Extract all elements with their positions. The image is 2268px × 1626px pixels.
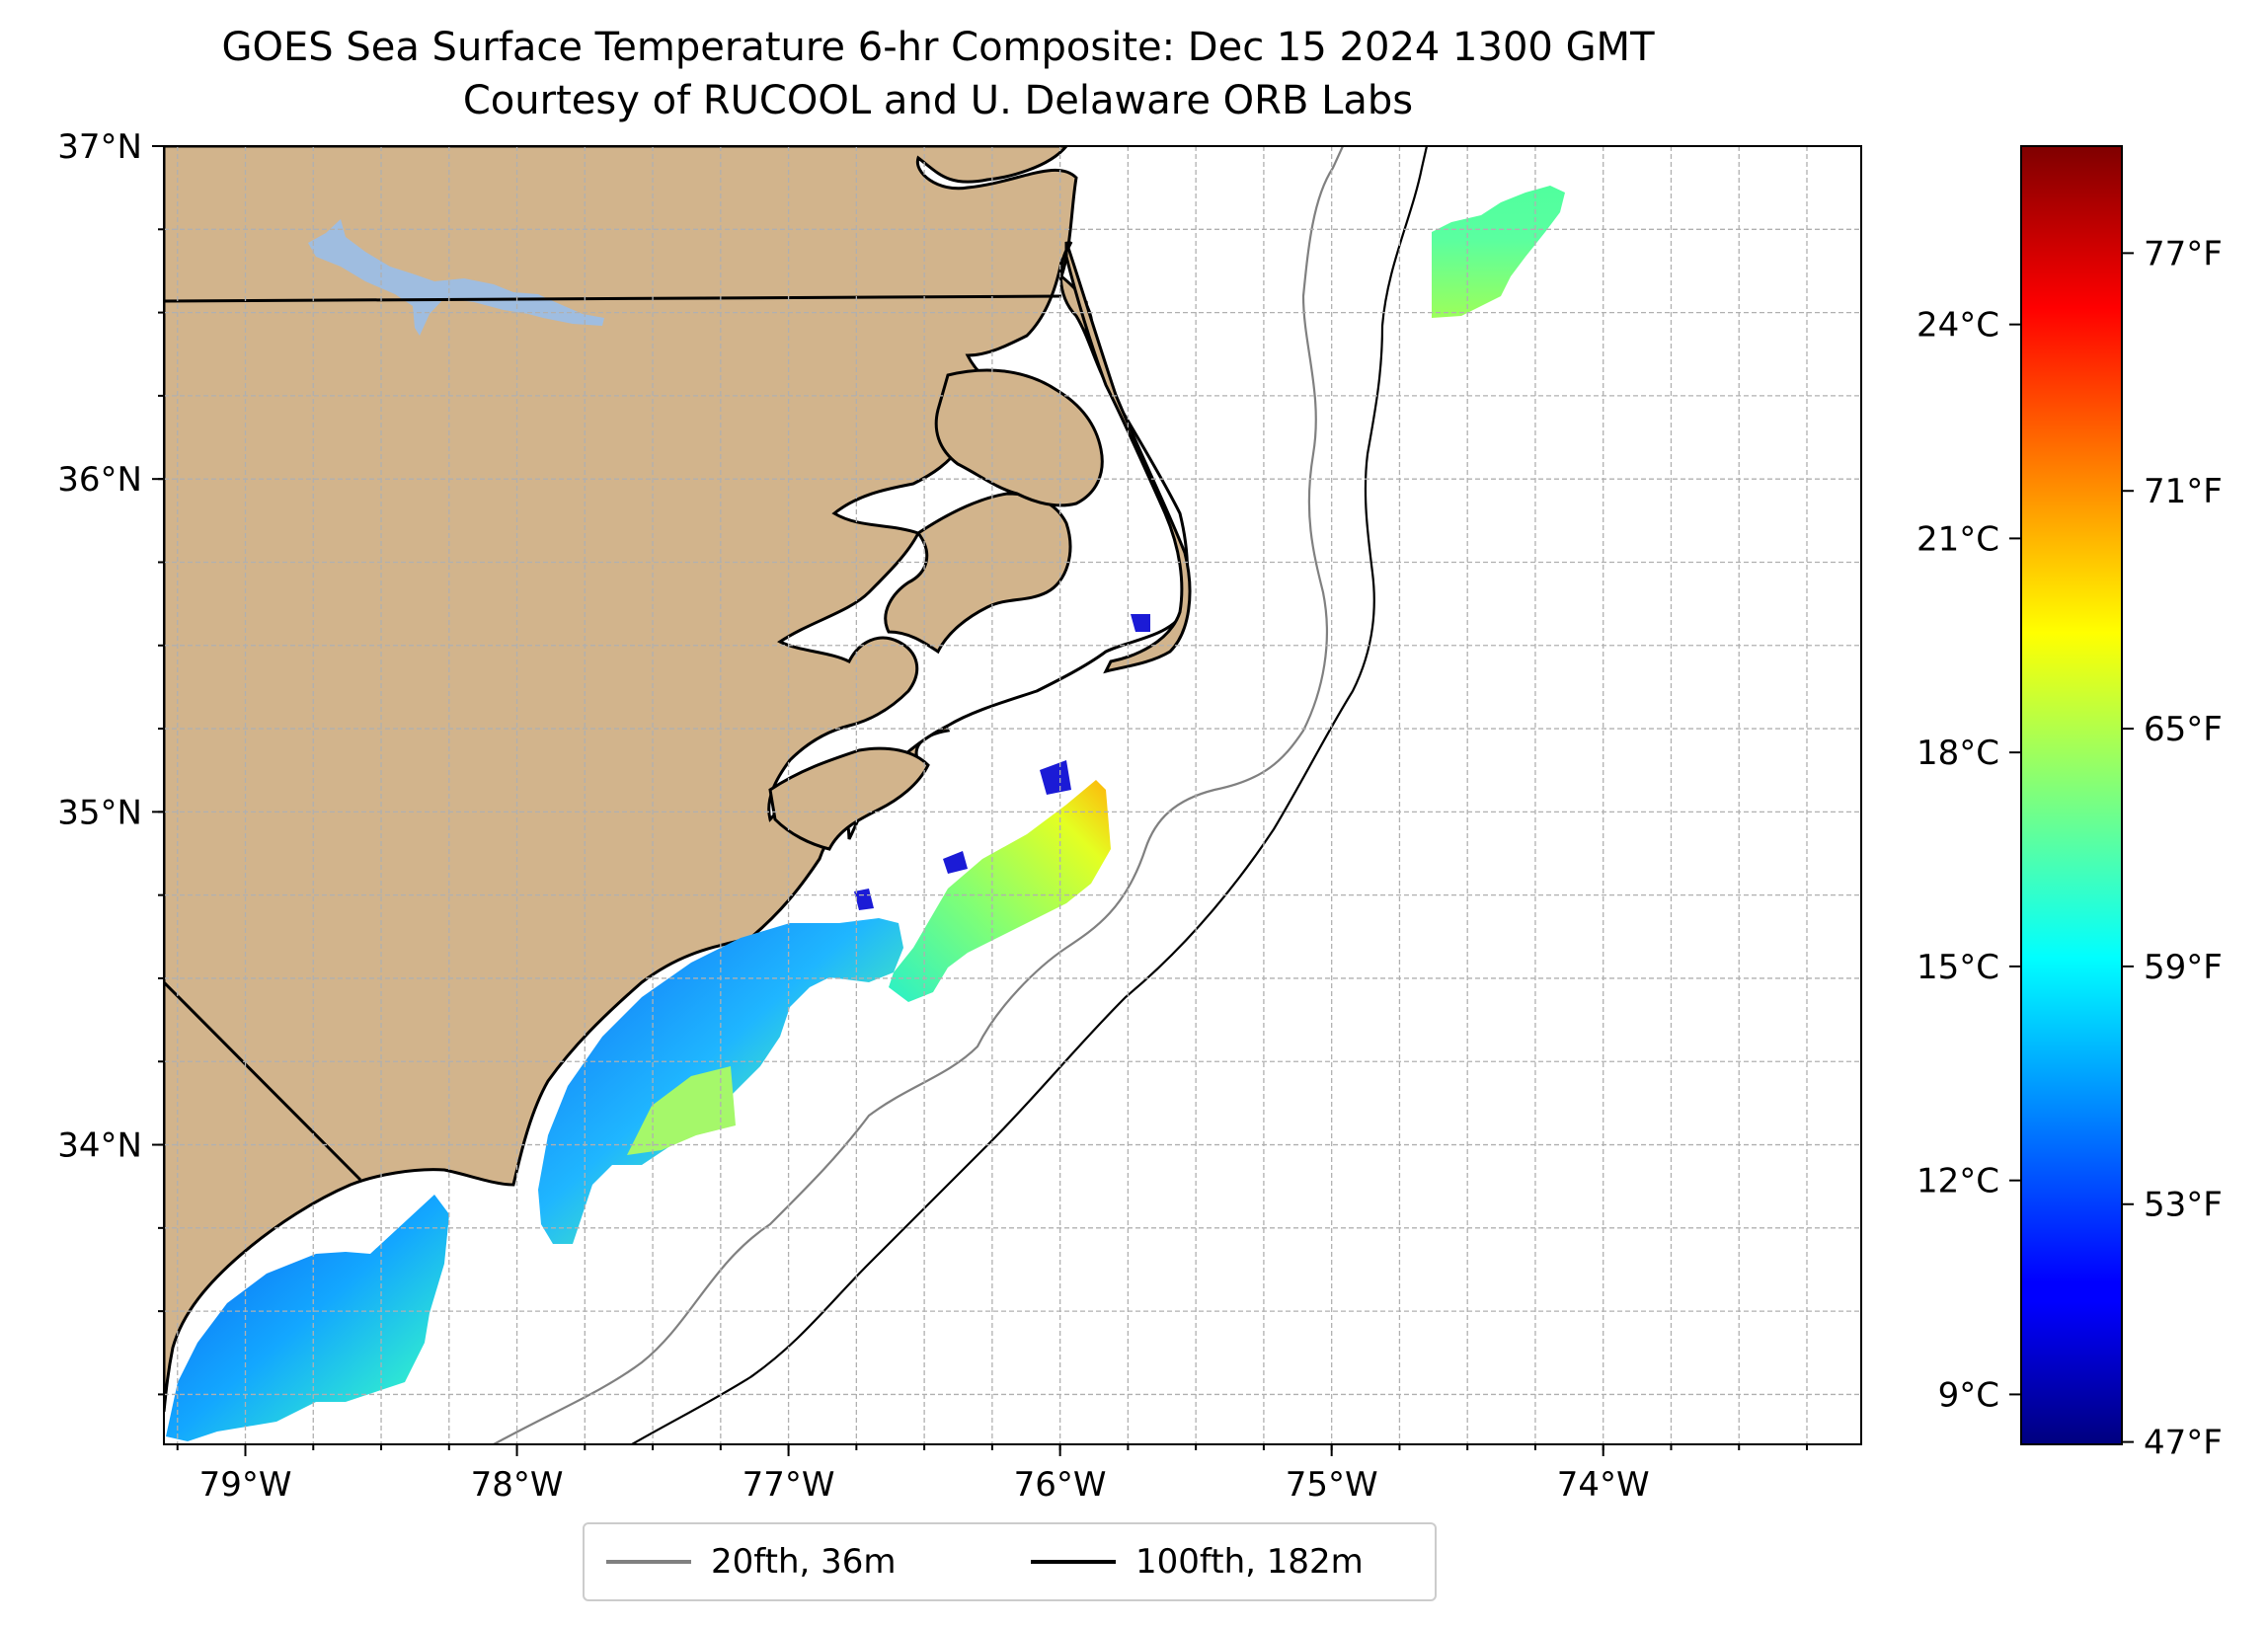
colorbar-fahrenheit-label: 59°F bbox=[2144, 948, 2223, 987]
neuse-peninsula bbox=[768, 746, 930, 851]
colorbar-fahrenheit-label: 47°F bbox=[2144, 1424, 2223, 1463]
map-axes: 79°W 78°W 77°W 76°W 75°W 74°W 37°N 36°N 35°N 34°N bbox=[57, 127, 1808, 1505]
legend-item-100fth: 100fth, 182m bbox=[1031, 1542, 1364, 1582]
colorbar-fahrenheit-label: 77°F bbox=[2144, 234, 2223, 273]
isobath-100fth bbox=[631, 146, 1429, 1444]
colorbar-ticks: 9°C 12°C 15°C 18°C 21°C 24°C 47°F 53°F 59°F 65°F 7… bbox=[1916, 234, 2223, 1462]
lat-tick-label: 34°N bbox=[57, 1126, 142, 1166]
colorbar-celsius-label: 18°C bbox=[1916, 734, 1999, 773]
isobath-20fth bbox=[493, 146, 1345, 1444]
sst-patch-onslow-warm bbox=[627, 1066, 736, 1155]
lon-tick-label: 78°W bbox=[471, 1465, 564, 1505]
lon-tick-label: 74°W bbox=[1557, 1465, 1650, 1505]
chart-title: GOES Sea Surface Temperature 6-hr Compos… bbox=[221, 25, 1655, 70]
lon-tick-label: 79°W bbox=[199, 1465, 292, 1505]
state-boundary-nc-sc bbox=[164, 980, 362, 1182]
colorbar-celsius-label: 15°C bbox=[1916, 948, 1999, 987]
sst-patch-raleigh-bay bbox=[889, 780, 1111, 1002]
colorbar-fahrenheit-label: 71°F bbox=[2144, 472, 2223, 511]
colorbar-fahrenheit-label: 65°F bbox=[2144, 710, 2223, 749]
legend-label-20fth: 20fth, 36m bbox=[711, 1542, 897, 1582]
colorbar-celsius-label: 24°C bbox=[1916, 306, 1999, 346]
chart-subtitle: Courtesy of RUCOOL and U. Delaware ORB L… bbox=[462, 78, 1414, 123]
colorbar-celsius-label: 9°C bbox=[1938, 1375, 1999, 1415]
lat-tick-label: 35°N bbox=[57, 793, 142, 832]
sst-patch-long-bay bbox=[166, 1195, 449, 1441]
lat-tick-label: 36°N bbox=[57, 460, 142, 500]
colorbar-celsius-label: 21°C bbox=[1916, 519, 1999, 559]
lat-tick-label: 37°N bbox=[57, 127, 142, 167]
map-frame bbox=[163, 145, 1862, 1445]
lon-tick-label: 77°W bbox=[743, 1465, 835, 1505]
map-area bbox=[164, 146, 1861, 1444]
colorbar-celsius-label: 12°C bbox=[1916, 1162, 1999, 1201]
gridlines bbox=[164, 146, 1861, 1444]
lon-tick-label: 75°W bbox=[1286, 1465, 1378, 1505]
legend-swatch-20fth bbox=[606, 1560, 691, 1564]
colorbar bbox=[2020, 145, 2123, 1445]
legend: 20fth, 36m 100fth, 182m bbox=[583, 1522, 1437, 1601]
legend-swatch-100fth bbox=[1031, 1560, 1116, 1564]
legend-item-20fth: 20fth, 36m bbox=[606, 1542, 897, 1582]
colorbar-fahrenheit-label: 53°F bbox=[2144, 1186, 2223, 1225]
lon-tick-label: 76°W bbox=[1014, 1465, 1107, 1505]
sst-patch-offshore bbox=[1432, 186, 1565, 318]
legend-label-100fth: 100fth, 182m bbox=[1135, 1542, 1364, 1582]
lake bbox=[308, 219, 604, 336]
